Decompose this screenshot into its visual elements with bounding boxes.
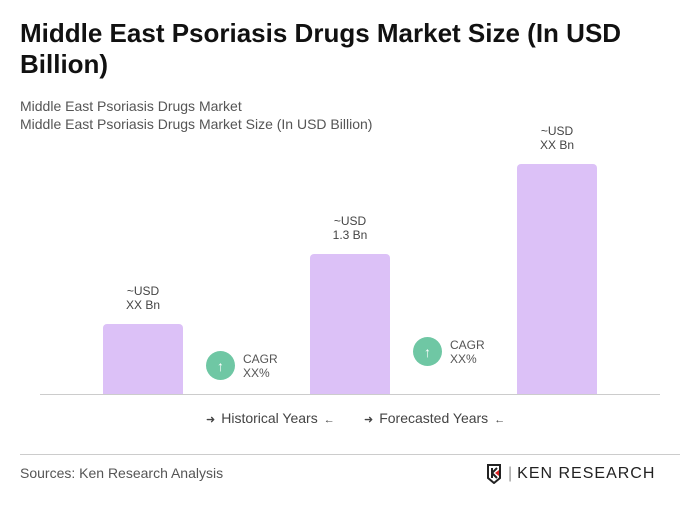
cagr-value: XX% (243, 365, 270, 380)
logo-text: KEN RESEARCH (517, 465, 656, 482)
data-label-2: ~USD 1.3 Bn (300, 214, 400, 242)
cagr-label: CAGR (450, 337, 485, 352)
legend-historical: ➜ Historical Years ← (200, 410, 341, 426)
data-label-line: ~USD (540, 124, 574, 138)
legend-label: Historical Years (221, 410, 318, 426)
bar-3 (517, 164, 597, 394)
cagr-badge-1: ↑ CAGR XX% (206, 351, 278, 380)
cagr-badge-2: ↑ CAGR XX% (413, 337, 485, 366)
subtitle-2: Middle East Psoriasis Drugs Market Size … (20, 116, 373, 132)
x-axis (40, 394, 660, 395)
legend-label: Forecasted Years (379, 410, 489, 426)
subtitle-1: Middle East Psoriasis Drugs Market (20, 98, 242, 114)
arrow-up-icon: ↑ (413, 337, 442, 366)
cagr-value: XX% (450, 351, 477, 366)
legend-forecasted: ➜ Forecasted Years ← (358, 410, 511, 426)
data-label-3: ~USD XX Bn (507, 124, 607, 152)
data-label-line: ~USD (333, 214, 367, 228)
sources: Sources: Ken Research Analysis (20, 465, 224, 481)
ken-research-logo: | KEN RESEARCH (486, 464, 655, 484)
logo-icon (487, 464, 501, 484)
bar-1 (103, 324, 183, 394)
divider (20, 454, 680, 455)
arrow-right-icon: ➜ (206, 414, 216, 426)
arrow-left-icon: ← (323, 414, 335, 426)
data-label-line: XX Bn (539, 138, 575, 152)
arrow-left-icon: ← (494, 414, 506, 426)
bar-2 (310, 254, 390, 394)
chart-title: Middle East Psoriasis Drugs Market Size … (20, 18, 622, 79)
data-label-1: ~USD XX Bn (93, 284, 193, 312)
data-label-line: ~USD (126, 284, 160, 298)
arrow-right-icon: ➜ (364, 414, 374, 426)
data-label-line: XX Bn (125, 298, 161, 312)
arrow-up-icon: ↑ (206, 351, 235, 380)
cagr-label: CAGR (243, 351, 278, 366)
data-label-line: 1.3 Bn (332, 228, 368, 242)
